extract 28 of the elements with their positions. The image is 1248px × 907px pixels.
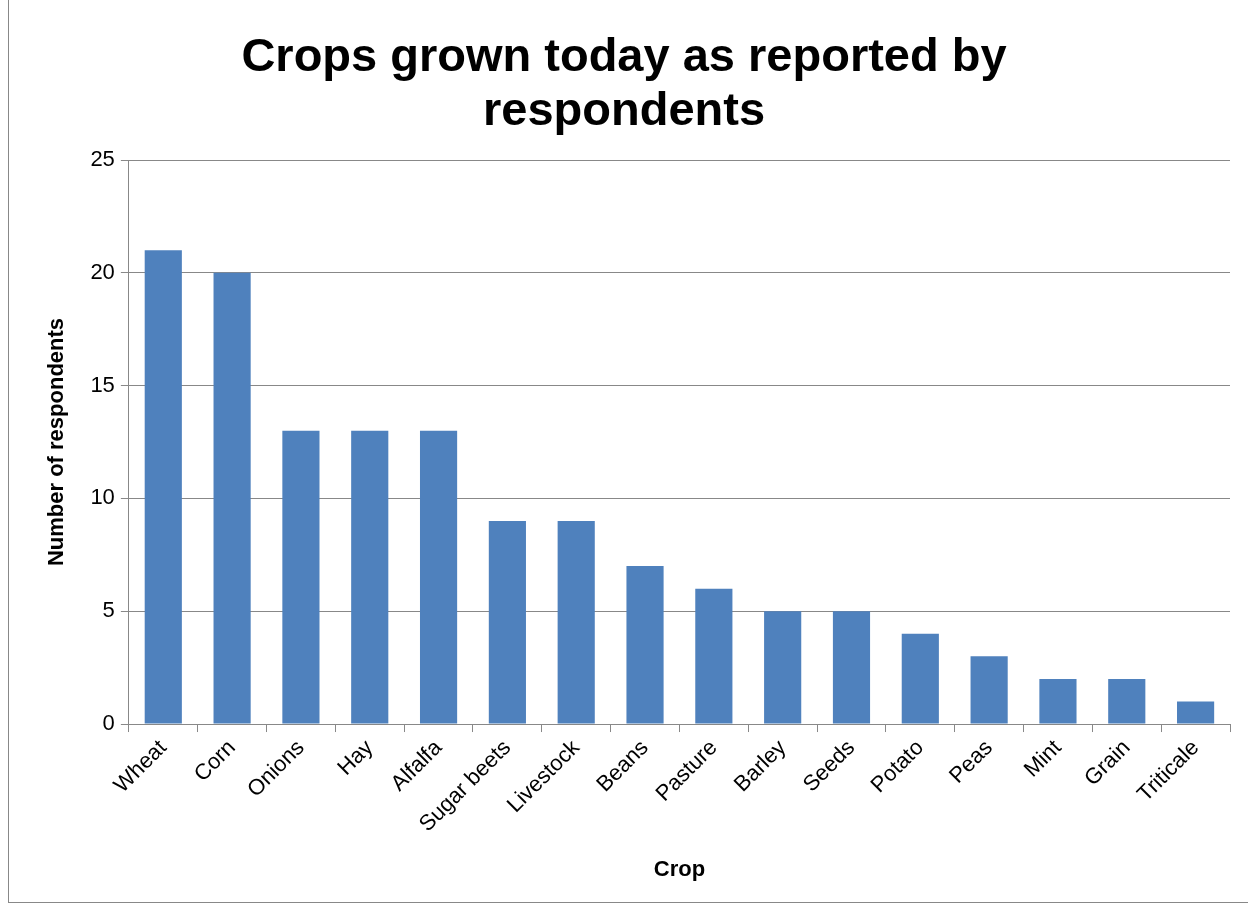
bar (488, 520, 526, 724)
bar (144, 250, 182, 724)
y-tick-label: 5 (102, 597, 115, 623)
y-tick-label: 0 (102, 710, 115, 736)
chart-title: Crops grown today as reported by respondents (240, 28, 1008, 136)
bar (557, 520, 595, 724)
y-tick-label: 10 (90, 484, 115, 510)
y-axis-title: Number of respondents (43, 317, 69, 567)
bar (970, 656, 1008, 724)
bar (832, 611, 871, 724)
bar (282, 430, 320, 724)
bar (213, 272, 251, 724)
bar (901, 633, 939, 724)
x-tick-label: Hay (332, 734, 378, 780)
bar (764, 611, 802, 724)
x-tick-label: Corn (188, 734, 240, 786)
x-axis-title: Crop (653, 855, 706, 881)
bar (1108, 678, 1146, 724)
y-tick-label: 25 (90, 146, 115, 172)
bar (626, 566, 664, 724)
x-tick-label: Mint (1018, 734, 1066, 782)
bar (351, 430, 389, 724)
bar (1039, 678, 1077, 724)
y-tick-label: 15 (90, 371, 115, 397)
bar (419, 430, 458, 724)
bar (695, 588, 733, 724)
bar (1177, 701, 1215, 724)
y-tick-label: 20 (90, 258, 115, 284)
